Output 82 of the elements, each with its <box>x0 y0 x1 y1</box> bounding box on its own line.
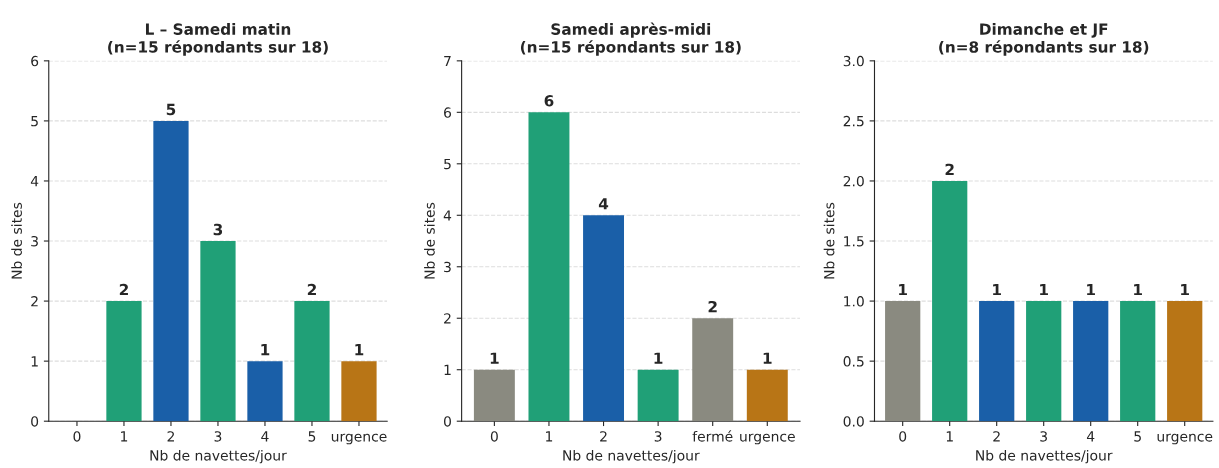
x-tick-label: 5 <box>308 431 316 442</box>
x-tick-label: 3 <box>654 431 662 442</box>
data-label: 1 <box>993 283 1001 296</box>
bar <box>153 120 189 422</box>
x-tick-label: urgence <box>1157 433 1213 445</box>
x-tick-label: 0 <box>899 431 907 442</box>
data-label: 1 <box>1181 283 1189 296</box>
x-tick-label: 1 <box>121 431 128 442</box>
y-axis-title: Nb de sites <box>823 202 835 279</box>
x-tick-label: 4 <box>261 431 269 442</box>
y-tick-label: 3 <box>31 235 38 247</box>
data-label: 2 <box>119 283 128 296</box>
y-tick-label: 0 <box>443 416 451 427</box>
data-label: 1 <box>490 352 499 364</box>
data-label: 3 <box>213 223 223 236</box>
x-tick-label: 0 <box>490 431 498 442</box>
y-axis-title: Nb de sites <box>424 202 435 279</box>
y-tick-label: 7 <box>444 55 451 67</box>
y-tick-label: 1 <box>444 364 451 375</box>
x-axis-title: Nb de navettes/jour <box>976 449 1113 464</box>
x-tick-label: 0 <box>73 431 81 442</box>
x-tick-label: urgence <box>331 433 387 445</box>
x-tick-label: 2 <box>167 431 174 442</box>
data-label: 2 <box>307 283 316 296</box>
data-label: 2 <box>708 300 717 313</box>
data-label: 5 <box>166 103 176 116</box>
x-axis-title: Nb de navettes/jour <box>563 449 700 464</box>
y-tick-label: 5 <box>444 158 451 170</box>
chart-title: Dimanche et JF (n=8 répondants sur 18) <box>939 23 1149 56</box>
y-axis-title: Nb de sites <box>11 202 22 279</box>
bar <box>746 369 788 422</box>
y-tick-label: 1 <box>31 356 38 367</box>
bar <box>692 318 734 422</box>
y-tick-label: 2.5 <box>843 115 864 127</box>
y-tick-label: 5 <box>31 116 38 127</box>
bar <box>528 112 570 422</box>
data-label: 4 <box>598 198 609 210</box>
x-tick-label: 1 <box>546 431 553 442</box>
bar <box>637 369 679 422</box>
bar <box>473 369 515 422</box>
data-label: 1 <box>261 344 270 356</box>
y-tick-label: 4 <box>30 176 39 187</box>
data-label: 1 <box>654 352 663 364</box>
y-tick-label: 0.0 <box>843 416 864 427</box>
x-tick-label: urgence <box>740 433 795 445</box>
bar <box>200 241 236 422</box>
y-tick-label: 1.0 <box>844 296 864 307</box>
y-tick-label: 0.5 <box>843 356 864 367</box>
x-tick-label: 2 <box>600 431 607 442</box>
chart-title: L – Samedi matin (n=15 répondants sur 18) <box>108 23 328 56</box>
y-tick-label: 3.0 <box>843 55 864 67</box>
bar <box>294 301 330 422</box>
x-tick-label: 3 <box>1040 431 1047 442</box>
data-label: 1 <box>1040 283 1048 296</box>
chart-title: Samedi après-midi (n=15 répondants sur 18) <box>520 22 741 56</box>
x-axis-title: Nb de navettes/jour <box>150 449 287 464</box>
bar <box>583 215 625 422</box>
data-label: 1 <box>1134 283 1142 296</box>
y-tick-label: 6 <box>31 55 39 67</box>
y-tick-label: 2.0 <box>843 175 864 187</box>
data-label: 1 <box>1087 283 1095 296</box>
data-label: 1 <box>899 283 907 296</box>
bar <box>106 301 142 422</box>
y-tick-label: 1.5 <box>844 236 864 247</box>
bar <box>247 361 283 422</box>
y-tick-label: 4 <box>443 210 452 221</box>
x-tick-label: 4 <box>1086 431 1095 442</box>
data-label: 1 <box>763 352 772 364</box>
x-tick-label: 1 <box>946 431 953 442</box>
x-tick-label: fermé <box>692 430 733 442</box>
y-tick-label: 6 <box>444 107 452 118</box>
bar <box>341 361 377 422</box>
data-label: 6 <box>544 95 554 107</box>
data-label: 1 <box>355 344 364 356</box>
x-tick-label: 3 <box>214 431 222 442</box>
y-tick-label: 0 <box>31 416 39 427</box>
y-tick-label: 2 <box>444 313 451 324</box>
y-tick-label: 3 <box>444 261 451 273</box>
data-label: 2 <box>945 163 954 175</box>
x-tick-label: 2 <box>993 431 1000 442</box>
x-tick-label: 5 <box>1134 431 1141 442</box>
y-tick-label: 2 <box>31 296 38 307</box>
